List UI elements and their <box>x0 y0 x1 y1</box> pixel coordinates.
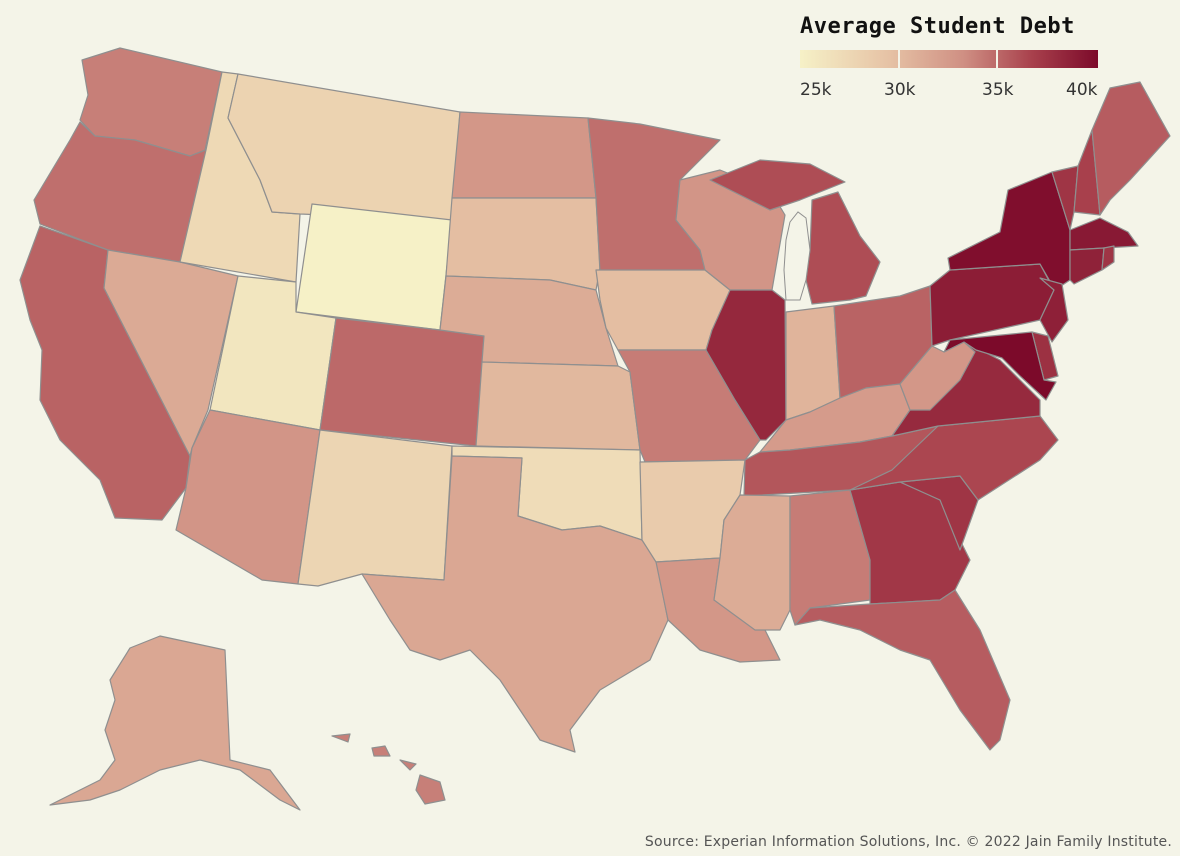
state-ct <box>1069 247 1105 285</box>
legend-tick-25k: 25k <box>800 80 832 100</box>
state-ms <box>713 494 791 631</box>
state-fl <box>794 589 1011 751</box>
legend-title: Average Student Debt <box>800 14 1075 39</box>
legend-tick-30k: 30k <box>884 80 916 100</box>
state-nd <box>451 111 597 199</box>
state-ks <box>475 361 641 451</box>
state-nv <box>103 249 239 457</box>
state-az <box>175 409 321 585</box>
source-credit: Source: Experian Information Solutions, … <box>644 834 1172 850</box>
state-me <box>1091 81 1171 216</box>
legend-tick-mark-30k <box>898 50 900 68</box>
state-ma <box>1069 217 1139 251</box>
states-layer <box>19 47 1171 811</box>
legend-tick-40k: 40k <box>1066 80 1098 100</box>
state-nj <box>1039 277 1069 343</box>
state-md <box>943 331 1057 401</box>
lake-michigan <box>783 211 811 301</box>
state-ak <box>49 635 301 811</box>
state-hi <box>331 733 446 805</box>
state-il <box>705 289 787 441</box>
state-nm <box>297 429 453 587</box>
legend-color-bar <box>800 50 1098 68</box>
state-co <box>319 317 485 447</box>
state-sd <box>445 197 601 291</box>
legend-tick-35k: 35k <box>982 80 1014 100</box>
legend-tick-mark-35k <box>996 50 998 68</box>
state-tx <box>361 455 669 753</box>
state-ri <box>1101 245 1115 271</box>
state-wy <box>295 203 453 331</box>
state-wv <box>899 341 976 411</box>
